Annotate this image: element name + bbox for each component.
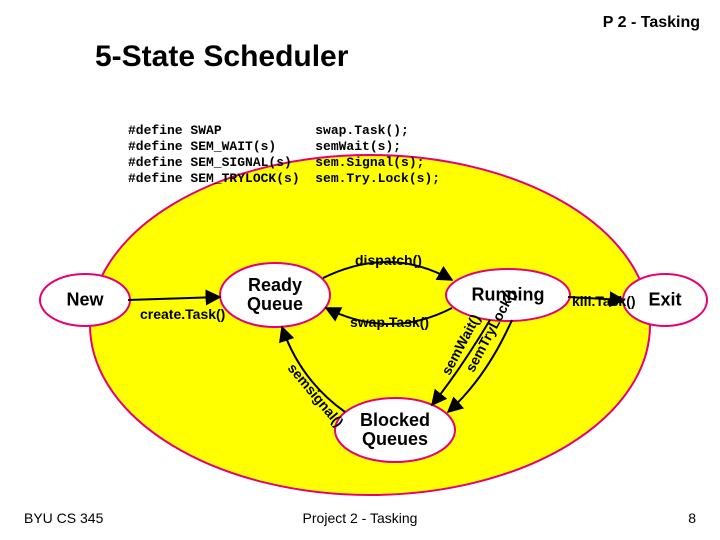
edgelabel-dispatch: dispatch() (355, 252, 422, 268)
footer-mid: Project 2 - Tasking (303, 510, 418, 526)
scheduler-diagram (0, 0, 720, 540)
edgelabel-kill: kill.Task() (572, 293, 636, 309)
label-new: New (66, 291, 103, 310)
label-exit: Exit (648, 291, 681, 310)
edgelabel-create: create.Task() (140, 306, 225, 322)
code-block: #define SWAP swap.Task(); #define SEM_WA… (128, 123, 440, 187)
label-blocked: BlockedQueues (360, 411, 430, 449)
footer-right: 8 (688, 510, 696, 526)
edgelabel-swap: swap.Task() (350, 314, 429, 330)
label-ready: ReadyQueue (247, 276, 303, 314)
footer-left: BYU CS 345 (24, 510, 103, 526)
